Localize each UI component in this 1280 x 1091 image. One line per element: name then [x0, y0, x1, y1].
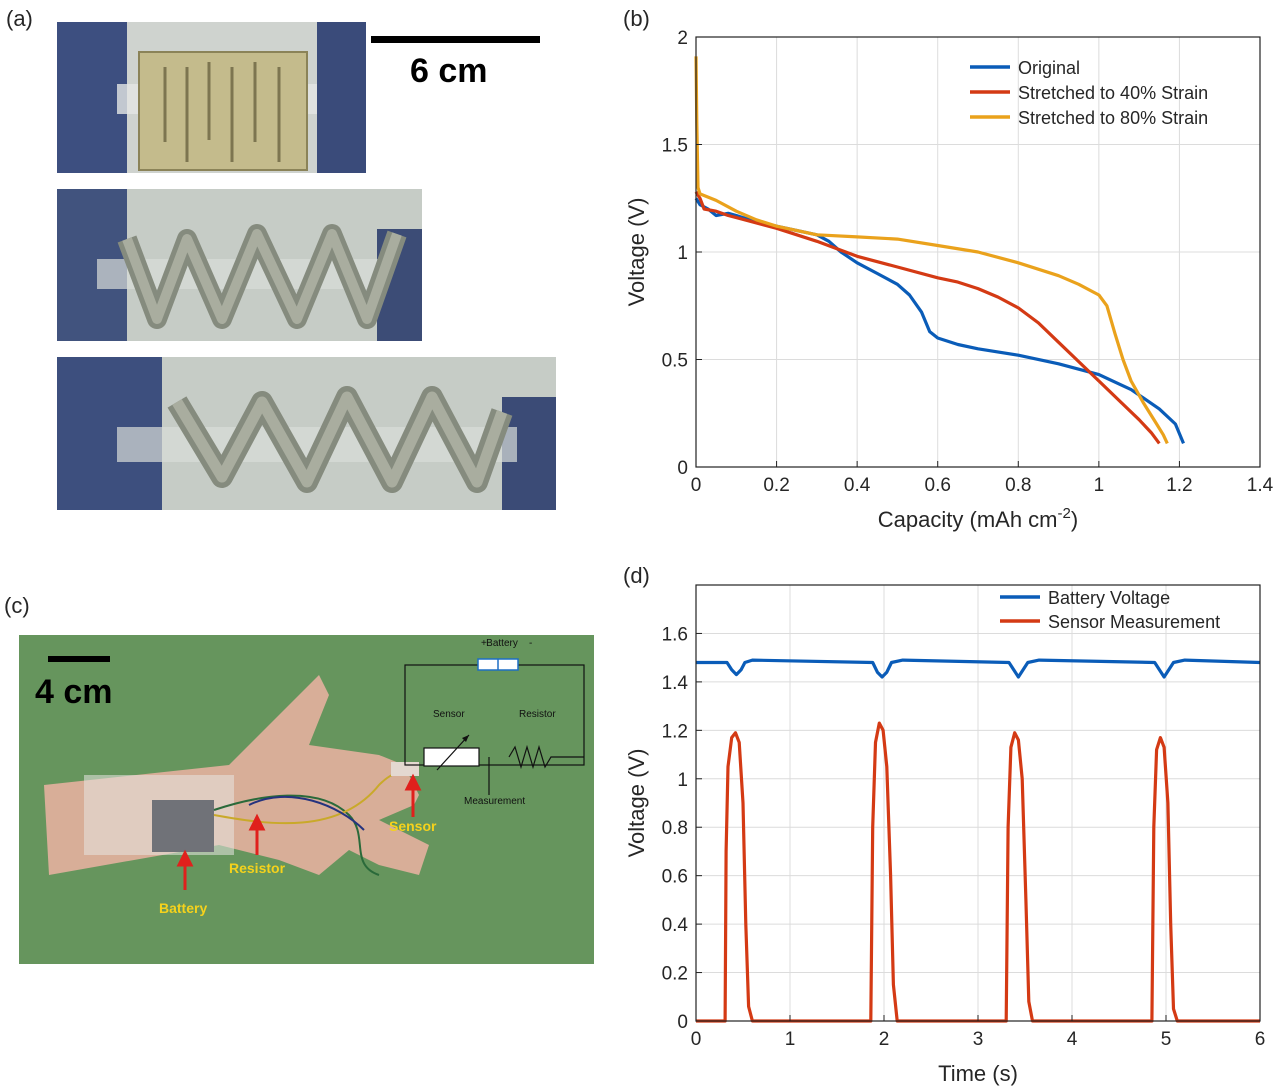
y-tick-label-d-5: 1	[677, 770, 688, 791]
y-tick-label-d-2: 0.4	[662, 915, 689, 936]
legend-label-b-1: Stretched to 40% Strain	[1018, 83, 1208, 103]
panel-label-d: (d)	[623, 563, 650, 588]
y-tick-label-d-8: 1.6	[662, 624, 688, 645]
y-tick-label-d-0: 0	[677, 1012, 688, 1033]
x-tick-label-d-6: 6	[1255, 1029, 1266, 1050]
panel-label-a: (a)	[6, 6, 33, 31]
panel-label-b: (b)	[623, 6, 650, 31]
series-line-b-2	[694, 56, 1169, 445]
circuit-sensor-label: Sensor	[433, 709, 465, 720]
legend-label-d-0: Battery Voltage	[1048, 588, 1170, 608]
circuit-plus: +	[481, 638, 487, 649]
circuit-battery-label: Battery	[486, 638, 518, 649]
x-tick-label-b-2: 0.4	[844, 475, 871, 496]
x-tick-label-d-5: 5	[1161, 1029, 1172, 1050]
photo-stretched-80	[57, 357, 556, 510]
x-axis-label-b: Capacity (mAh cm-2)	[878, 505, 1078, 532]
y-tick-label-b-2: 1	[677, 243, 688, 264]
y-tick-label-b-1: 0.5	[662, 351, 688, 372]
chart-b: 0 0.2 0.4 0.6 0.8 1 1.2 1.4 0 0.5 1 1.5 2 Capacity (m…	[620, 20, 1275, 550]
x-tick-label-b-6: 1.2	[1166, 475, 1192, 496]
photo-wearable-demo: + Battery - Sensor Resistor Measurement …	[19, 635, 594, 964]
x-tick-label-d-2: 2	[879, 1029, 890, 1050]
x-tick-label-b-4: 0.8	[1005, 475, 1031, 496]
circuit-minus: -	[529, 638, 533, 649]
legend-label-b-0: Original	[1018, 58, 1080, 78]
photo-stretched-40	[57, 189, 422, 341]
panel-label-c: (c)	[4, 593, 30, 618]
x-tick-label-b-1: 0.2	[763, 475, 789, 496]
series-line-b-0	[694, 197, 1185, 445]
x-tick-label-b-7: 1.4	[1247, 475, 1274, 496]
annotation-sensor: Sensor	[389, 818, 437, 834]
chart-d: 0 1 2 3 4 5 6 0 0.2 0.4 0.6 0.8 1 1.2 1.4 1.6 Time (s) Vo…	[620, 575, 1275, 1087]
y-tick-label-b-3: 1.5	[662, 136, 688, 157]
scale-label-4cm: 4 cm	[35, 673, 113, 711]
x-axis-label-d: Time (s)	[938, 1061, 1018, 1086]
y-axis-label-d: Voltage (V)	[624, 749, 649, 858]
photo-flat-battery	[57, 22, 366, 173]
legend-label-b-2: Stretched to 80% Strain	[1018, 108, 1208, 128]
legend-label-d-1: Sensor Measurement	[1048, 612, 1220, 632]
circuit-resistor-label: Resistor	[519, 709, 556, 720]
x-tick-label-d-1: 1	[785, 1029, 796, 1050]
circuit-measurement-label: Measurement	[464, 796, 526, 807]
scale-bar-6cm	[371, 36, 540, 43]
y-tick-label-d-6: 1.2	[662, 721, 688, 742]
x-tick-label-d-0: 0	[691, 1029, 702, 1050]
series-line-b-1	[694, 190, 1161, 445]
scale-label-6cm: 6 cm	[410, 52, 488, 90]
annotation-battery: Battery	[159, 900, 208, 916]
x-tick-label-d-4: 4	[1067, 1029, 1078, 1050]
series-line-d-0	[696, 658, 1261, 679]
y-axis-label-b: Voltage (V)	[624, 198, 649, 307]
annotation-resistor: Resistor	[229, 860, 286, 876]
x-tick-label-b-5: 1	[1094, 475, 1105, 496]
y-tick-label-b-0: 0	[677, 458, 688, 479]
x-tick-label-b-3: 0.6	[925, 475, 951, 496]
x-tick-label-d-3: 3	[973, 1029, 984, 1050]
y-tick-label-b-4: 2	[677, 28, 688, 49]
y-tick-label-d-3: 0.6	[662, 867, 688, 888]
y-tick-label-d-1: 0.2	[662, 964, 688, 985]
y-tick-label-d-4: 0.8	[662, 818, 688, 839]
x-tick-label-b-0: 0	[691, 475, 702, 496]
y-tick-label-d-7: 1.4	[662, 673, 689, 694]
